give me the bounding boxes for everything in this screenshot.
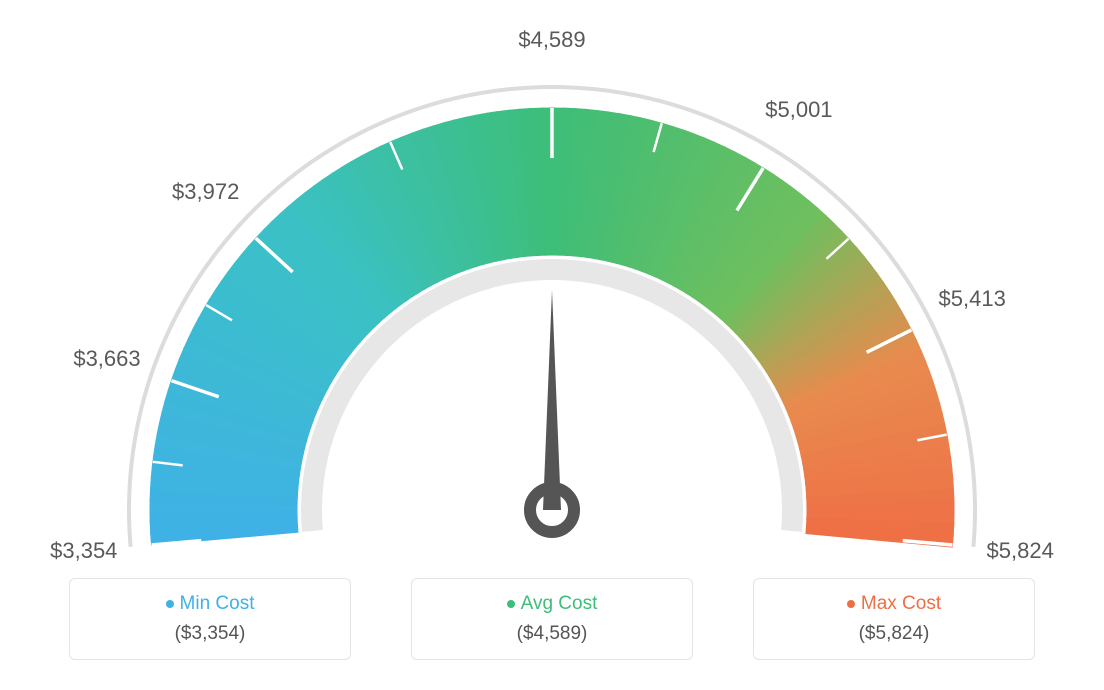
legend-value: ($3,354) [90,623,330,645]
legend-dot-icon [847,600,855,608]
legend-title: Avg Cost [432,593,672,615]
gauge-tick-label: $3,354 [50,538,117,564]
legend-title-text: Avg Cost [521,593,598,614]
legend-dot-icon [166,600,174,608]
needle [543,290,561,510]
legend-value: ($4,589) [432,623,672,645]
gauge-chart-container: $3,354 $3,663 $3,972 $4,589 $5,001 $5,413 $5,8… [0,0,1104,690]
legend-title: Min Cost [90,593,330,615]
legend-card: Min Cost ($3,354) [69,578,351,660]
gauge-tick-label: $4,589 [518,27,585,53]
gauge-tick-label: $5,413 [939,286,1006,312]
legend-title-text: Max Cost [861,593,941,614]
legend-title: Max Cost [774,593,1014,615]
gauge-tick-label: $3,972 [172,179,239,205]
legend-row: Min Cost ($3,354) Avg Cost ($4,589) Max Cost… [0,578,1104,660]
legend-value: ($5,824) [774,623,1014,645]
legend-title-text: Min Cost [180,593,255,614]
legend-dot-icon [507,600,515,608]
legend-card: Max Cost ($5,824) [753,578,1035,660]
gauge-tick-label: $3,663 [73,346,140,372]
gauge-svg [0,0,1104,560]
legend-card: Avg Cost ($4,589) [411,578,693,660]
gauge-tick-label: $5,824 [987,538,1054,564]
gauge-area: $3,354$3,663$3,972$4,589$5,001$5,413$5,8… [0,0,1104,560]
gauge-tick-label: $5,001 [765,97,832,123]
